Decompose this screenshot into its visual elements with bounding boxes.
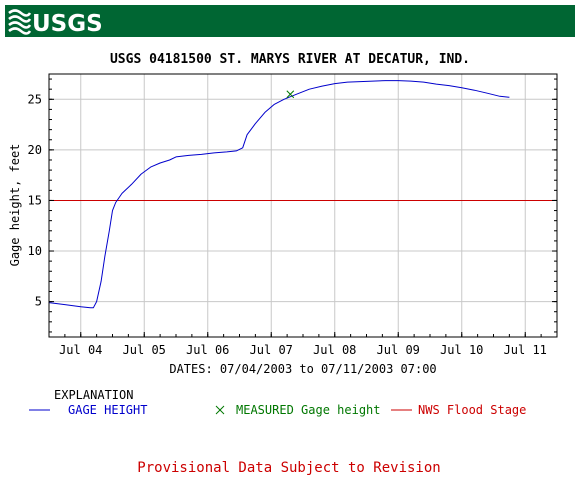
x-tick-label: Jul 04 (59, 343, 102, 357)
usgs-logo-text: USGS (32, 11, 103, 37)
x-axis-label: DATES: 07/04/2003 to 07/11/2003 07:00 (169, 362, 436, 376)
measured-point (286, 90, 295, 99)
y-tick-label: 15 (28, 193, 42, 207)
usgs-banner (5, 5, 575, 37)
provisional-notice: Provisional Data Subject to Revision (137, 460, 440, 476)
legend-measured-x-icon (215, 405, 225, 415)
x-tick-label: Jul 10 (440, 343, 483, 357)
x-tick-label: Jul 09 (377, 343, 420, 357)
legend-title: EXPLANATION (54, 388, 133, 402)
y-tick-label: 20 (28, 143, 42, 157)
legend-gage-height-label: GAGE HEIGHT (68, 403, 147, 417)
y-axis-label: Gage height, feet (8, 144, 22, 267)
y-tick-label: 5 (35, 295, 42, 309)
y-tick-label: 25 (28, 92, 42, 106)
x-tick-label: Jul 07 (250, 343, 293, 357)
usgs-logo: USGS (8, 9, 103, 37)
usgs-wave-icon (8, 9, 32, 35)
legend-flood-stage-label: NWS Flood Stage (418, 403, 526, 417)
gage-height-series-line (48, 80, 510, 309)
legend: EXPLANATION GAGE HEIGHT MEASURED Gage he… (29, 388, 526, 417)
y-tick-label: 10 (28, 244, 42, 258)
grid-lines (49, 74, 557, 337)
plot-area (49, 74, 557, 337)
legend-measured-label: MEASURED Gage height (236, 403, 381, 417)
x-tick-labels: Jul 04 Jul 05 Jul 06 Jul 07 Jul 08 Jul 09 Jul … (59, 343, 547, 357)
chart-title: USGS 04181500 ST. MARYS RIVER AT DECATUR… (110, 52, 470, 67)
y-tick-labels: 5 10 15 20 25 (28, 92, 42, 308)
tick-marks (48, 78, 558, 337)
x-tick-label: Jul 06 (186, 343, 229, 357)
measured-group (286, 90, 295, 99)
x-tick-label: Jul 08 (313, 343, 356, 357)
x-tick-label: Jul 11 (504, 343, 547, 357)
x-tick-label: Jul 05 (123, 343, 166, 357)
series-group (48, 80, 510, 309)
